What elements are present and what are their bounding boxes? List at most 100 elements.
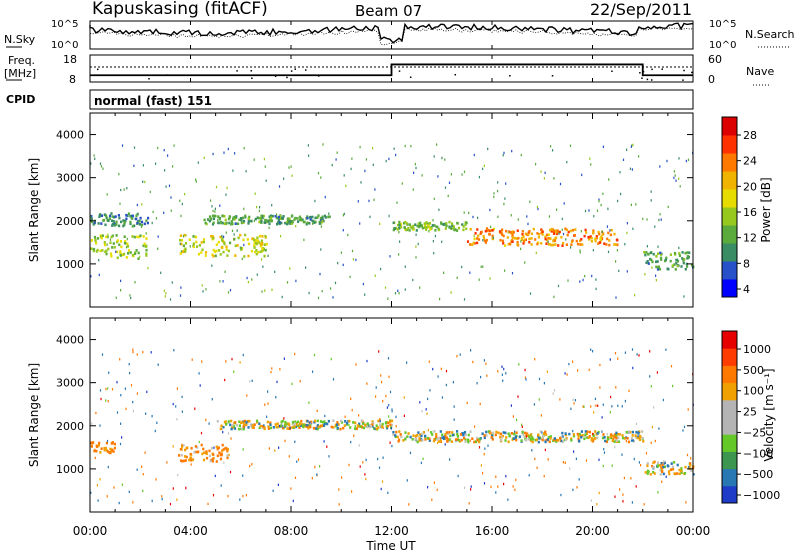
power-echo-cell (528, 240, 531, 244)
power-echo-cell (477, 238, 481, 241)
power-scatter-cell (618, 269, 620, 273)
power-scatter-cell (184, 192, 186, 196)
power-scatter-cell (210, 199, 212, 202)
power-echo-cell (552, 228, 555, 231)
velocity-echo-cell (397, 440, 400, 443)
power-scatter-cell (483, 164, 485, 168)
power-echo-cell (580, 238, 583, 241)
velocity-scatter-cell (220, 484, 222, 487)
power-echo-cell (685, 262, 688, 266)
velocity-echo-cell (668, 472, 671, 476)
power-scatter-cell (595, 287, 597, 291)
power-echo-cell (261, 216, 264, 220)
velocity-echo-cell (366, 423, 369, 426)
velocity-scatter-cell (599, 363, 601, 367)
velocity-scatter-cell (403, 414, 405, 417)
velocity-scatter-cell (279, 424, 281, 428)
nave-dropout-mark (148, 78, 150, 80)
power-scatter-cell (591, 274, 593, 278)
velocity-echo-cell (553, 437, 556, 440)
velocity-scatter-cell (388, 375, 390, 378)
velocity-echo-cell (323, 420, 326, 423)
power-echo-cell (579, 239, 582, 243)
velocity-scatter-cell (299, 380, 301, 383)
power-echo-cell (242, 219, 246, 223)
velocity-scatter-cell (592, 350, 594, 353)
power-scatter-cell (412, 278, 414, 282)
power-scatter-cell (283, 177, 285, 180)
velocity-ytick-label: 3000 (56, 377, 84, 390)
power-echo-cell (561, 244, 564, 247)
nave-dropout-mark (166, 74, 168, 76)
power-scatter-cell (152, 210, 154, 214)
velocity-echo-cell (473, 440, 476, 444)
power-scatter-cell (317, 296, 320, 300)
power-scatter-cell (343, 174, 345, 177)
velocity-scatter-cell (468, 502, 470, 505)
velocity-echo-cell (99, 451, 102, 454)
velocity-scatter-cell (154, 429, 156, 433)
velocity-scatter-cell (266, 415, 268, 418)
velocity-echo-cell (448, 439, 451, 443)
nave-tick-low: 0 (708, 73, 715, 86)
power-scatter-cell (211, 264, 213, 267)
velocity-scatter-cell (602, 403, 604, 406)
power-echo-cell (279, 217, 282, 221)
velocity-scatter-cell (483, 452, 485, 456)
velocity-scatter-cell (96, 484, 98, 487)
power-scatter-cell (626, 148, 628, 151)
velocity-scatter-cell (572, 488, 574, 491)
velocity-scatter-cell (185, 486, 187, 490)
power-scatter-cell (580, 230, 582, 233)
velocity-echo-cell (324, 422, 327, 425)
power-scatter-cell (170, 196, 172, 199)
velocity-echo-cell (412, 434, 415, 437)
power-echo-cell (214, 250, 217, 253)
velocity-scatter-cell (309, 421, 311, 424)
power-echo-cell (676, 259, 680, 263)
station-title: Kapuskasing (fitACF) (92, 0, 268, 19)
velocity-scatter-cell (351, 408, 353, 412)
power-scatter-cell (432, 219, 434, 222)
velocity-scatter-cell (229, 470, 232, 474)
power-echo-cell (234, 222, 237, 225)
power-echo-cell (258, 234, 261, 238)
power-scatter-cell (90, 162, 92, 165)
velocity-scatter-cell (350, 397, 352, 400)
power-scatter-cell (320, 225, 322, 228)
power-echo-cell (237, 222, 240, 226)
velocity-echo-cell (344, 420, 347, 423)
nave-dropout-mark (642, 70, 645, 73)
power-echo-cell (607, 231, 610, 235)
power-echo-cell (560, 236, 563, 239)
power-echo-cell (180, 242, 183, 246)
power-echo-cell (236, 244, 239, 247)
velocity-scatter-cell (242, 448, 244, 451)
power-echo-cell (305, 222, 308, 226)
power-scatter-cell (195, 180, 197, 183)
power-scatter-cell (155, 217, 157, 220)
power-echo-cell (669, 259, 672, 263)
velocity-echo-cell (183, 455, 187, 458)
velocity-echo-cell (495, 430, 498, 434)
velocity-echo-cell (316, 424, 319, 427)
velocity-echo-cell (256, 419, 259, 423)
velocity-scatter-cell (624, 399, 626, 403)
velocity-scatter-cell (177, 473, 179, 477)
power-echo-cell (131, 253, 134, 257)
power-scatter-cell (121, 144, 124, 147)
power-echo-cell (212, 248, 215, 252)
velocity-scatter-cell (421, 410, 423, 413)
power-echo-cell (90, 214, 93, 218)
velocity-echo-cell (627, 430, 630, 433)
power-echo-cell (99, 249, 102, 253)
power-echo-cell (466, 240, 470, 243)
velocity-echo-cell (437, 436, 441, 440)
velocity-echo-cell (371, 425, 374, 428)
power-echo-cell (139, 216, 142, 220)
velocity-colorbar-tick-label: 500 (743, 364, 764, 377)
velocity-echo-cell (343, 424, 346, 427)
power-echo-cell (116, 239, 119, 242)
power-echo-cell (400, 225, 403, 229)
power-echo-cell (280, 221, 283, 225)
